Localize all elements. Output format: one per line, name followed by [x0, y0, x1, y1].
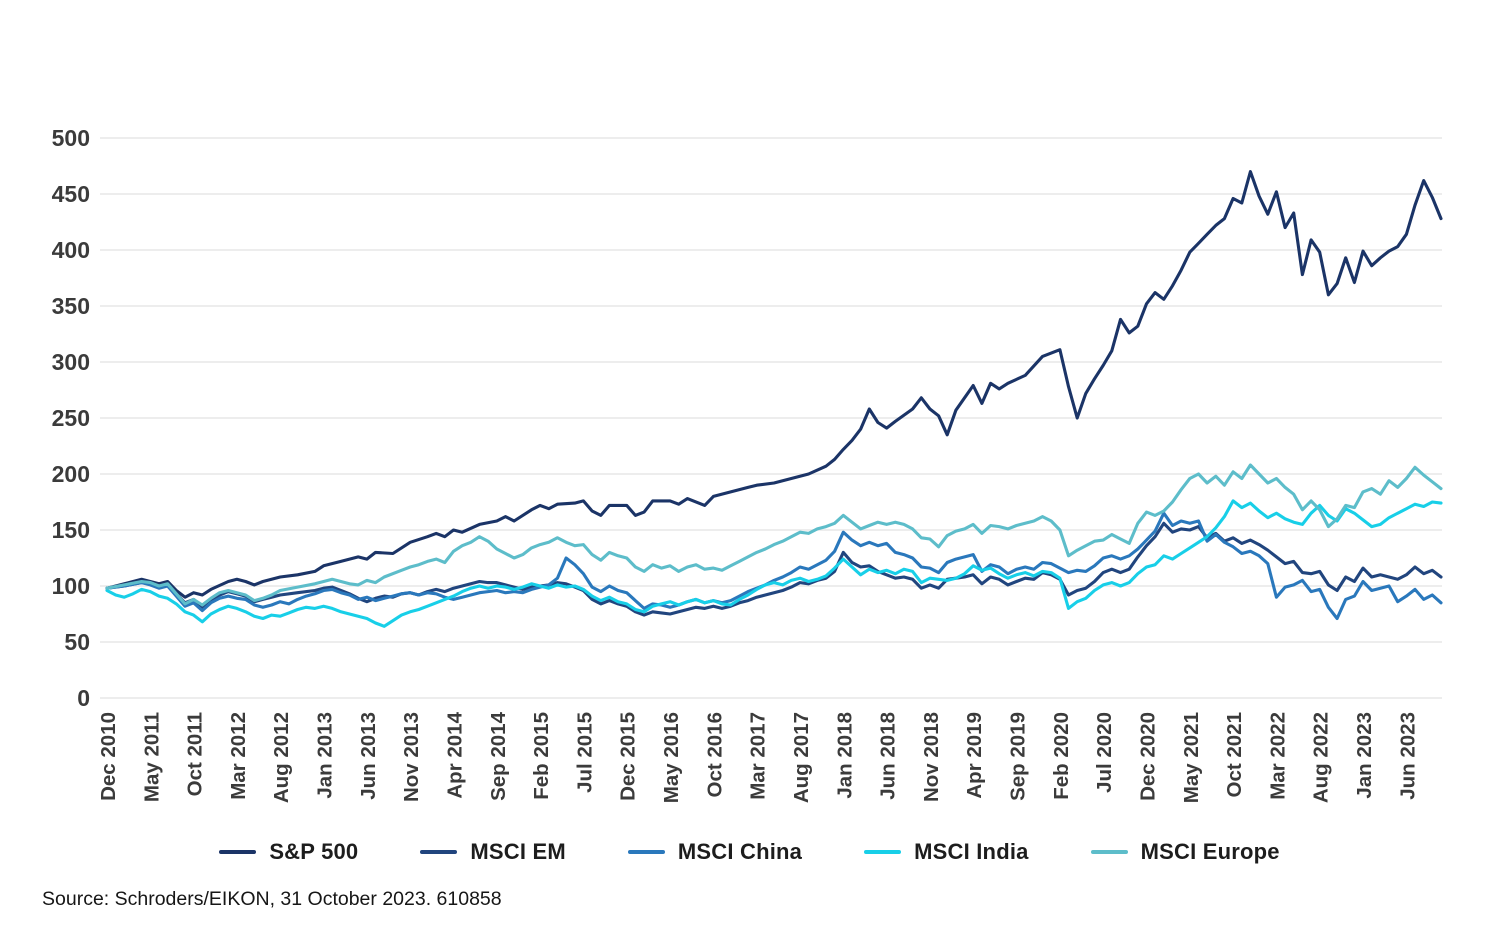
x-axis-label-feb-2020: Feb 2020 [1050, 712, 1073, 800]
legend-item-msci-china: MSCI China [627, 839, 803, 865]
y-axis-label-250: 250 [52, 405, 90, 431]
y-axis-label-50: 50 [64, 629, 90, 655]
x-axis-label-oct-2021: Oct 2021 [1223, 712, 1246, 797]
x-axis-label-apr-2014: Apr 2014 [443, 711, 466, 798]
x-axis-label-jul-2020: Jul 2020 [1093, 712, 1116, 793]
y-axis-label-200: 200 [52, 461, 90, 487]
y-axis-label-0: 0 [77, 685, 90, 711]
x-axis-label-aug-2017: Aug 2017 [790, 712, 813, 803]
y-axis-label-300: 300 [52, 349, 90, 375]
legend-label-msci-em: MSCI EM [470, 839, 566, 864]
legend-item-msci-europe: MSCI Europe [1090, 839, 1280, 865]
x-axis-label-apr-2019: Apr 2019 [963, 712, 986, 799]
legend-swatch-msci-china [627, 850, 665, 854]
x-axis-label-aug-2012: Aug 2012 [270, 712, 293, 803]
x-axis-label-may-2016: May 2016 [660, 712, 683, 803]
x-axis-label-dec-2020: Dec 2020 [1136, 712, 1159, 801]
x-axis-label-jun-2013: Jun 2013 [357, 712, 380, 800]
series-line-s-p-500 [105, 170, 1443, 599]
legend-label-msci-europe: MSCI Europe [1140, 839, 1280, 864]
chart-legend: S&P 500 MSCI EM MSCI China MSCI India MSCI E… [0, 839, 1499, 865]
x-axis-label-jul-2015: Jul 2015 [573, 712, 596, 793]
legend-item-s-p-500: S&P 500 [219, 839, 358, 865]
x-axis-label-jan-2023: Jan 2023 [1353, 712, 1376, 799]
series-line-msci-china [105, 511, 1443, 621]
legend-swatch-s-p-500 [219, 850, 257, 854]
legend-swatch-msci-india [864, 850, 902, 854]
x-axis-label-may-2011: May 2011 [140, 712, 163, 802]
x-axis-label-aug-2022: Aug 2022 [1310, 712, 1333, 803]
x-axis-label-oct-2011: Oct 2011 [184, 712, 207, 796]
x-axis-label-mar-2022: Mar 2022 [1266, 712, 1289, 800]
x-axis-label-nov-2018: Nov 2018 [920, 712, 943, 802]
y-axis-label-150: 150 [52, 517, 90, 543]
x-axis-label-may-2021: May 2021 [1180, 712, 1203, 803]
x-axis-label-mar-2017: Mar 2017 [747, 712, 770, 800]
y-axis-label-100: 100 [52, 573, 90, 599]
x-axis-label-dec-2015: Dec 2015 [617, 712, 640, 801]
legend-label-s-p-500: S&P 500 [269, 839, 359, 864]
y-axis-label-500: 500 [52, 125, 90, 151]
x-axis-label-mar-2012: Mar 2012 [227, 712, 250, 800]
x-axis-label-dec-2010: Dec 2010 [97, 712, 120, 801]
y-axis-label-400: 400 [52, 237, 90, 263]
legend-item-msci-india: MSCI India [864, 839, 1028, 865]
x-axis-label-jan-2018: Jan 2018 [833, 712, 856, 799]
x-axis-label-feb-2015: Feb 2015 [530, 712, 553, 800]
legend-item-msci-em: MSCI EM [420, 839, 566, 865]
series-line-msci-europe [105, 463, 1443, 607]
x-axis-label-oct-2016: Oct 2016 [703, 712, 726, 797]
x-axis-label-jan-2013: Jan 2013 [314, 712, 337, 799]
x-axis-label-jun-2023: Jun 2023 [1396, 712, 1419, 800]
x-axis-label-jun-2018: Jun 2018 [877, 712, 900, 800]
y-axis-label-450: 450 [52, 181, 90, 207]
source-note: Source: Schroders/EIKON, 31 October 2023… [42, 888, 502, 910]
y-axis-label-350: 350 [52, 293, 90, 319]
x-axis-label-sep-2014: Sep 2014 [487, 711, 510, 800]
x-axis-label-sep-2019: Sep 2019 [1007, 712, 1030, 801]
legend-label-msci-india: MSCI India [914, 839, 1029, 864]
legend-label-msci-china: MSCI China [677, 839, 803, 864]
legend-swatch-msci-em [420, 850, 458, 854]
legend-swatch-msci-europe [1090, 850, 1128, 854]
series-line-msci-em [105, 521, 1443, 617]
x-axis-label-nov-2013: Nov 2013 [400, 712, 423, 802]
series-line-msci-india [105, 499, 1443, 628]
